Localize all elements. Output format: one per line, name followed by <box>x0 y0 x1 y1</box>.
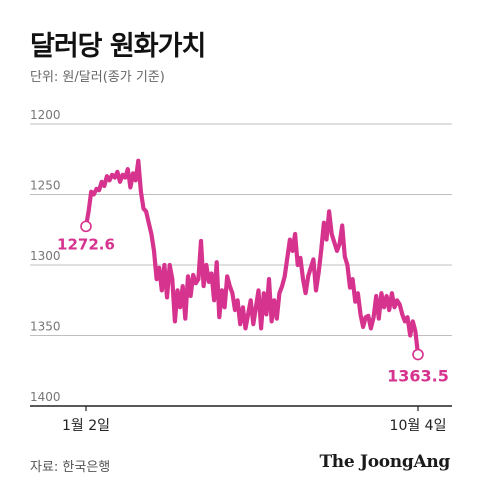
y-tick-labels: 1200 1250 1300 1350 1400 <box>30 108 61 404</box>
end-point-marker <box>412 348 424 361</box>
series-line <box>83 158 421 357</box>
start-point-marker <box>80 220 92 233</box>
x-tick-label: 10월 4일 <box>390 418 447 434</box>
source-note: 자료: 한국은행 <box>30 460 111 475</box>
y-tick-label: 1300 <box>30 249 61 263</box>
chart-title: 달러당 원화가치 <box>30 31 206 62</box>
unit-label: 단위: 원/달러(종가 기준) <box>30 70 165 85</box>
x-tick-labels: 1월 2일 10월 4일 <box>62 406 446 434</box>
y-tick-label: 1250 <box>30 179 61 193</box>
y-tick-label: 1350 <box>30 320 61 334</box>
y-tick-label: 1200 <box>30 108 61 122</box>
publisher-logo: The JoongAng <box>319 452 450 472</box>
annotations: 1272.6 1363.5 <box>57 220 449 386</box>
gridlines <box>30 123 452 407</box>
y-tick-label: 1400 <box>30 390 61 404</box>
x-tick-label: 1월 2일 <box>62 418 110 434</box>
start-value-label: 1272.6 <box>57 235 115 253</box>
series-layer <box>83 158 421 357</box>
end-value-label: 1363.5 <box>387 367 449 386</box>
